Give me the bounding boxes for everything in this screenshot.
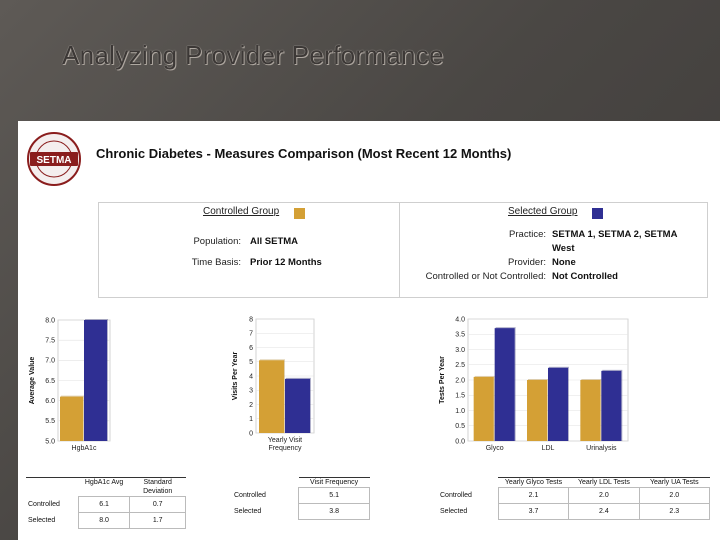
table-cell: 0.7: [129, 496, 186, 513]
bar-selected: [601, 370, 622, 441]
row-label: Controlled: [440, 492, 472, 499]
y-tick-label: 4: [249, 373, 253, 380]
info-divider: [399, 203, 400, 297]
row-label: Controlled: [234, 492, 266, 499]
table-cell: 2.4: [568, 503, 640, 520]
y-tick-label: 7.0: [45, 358, 55, 365]
table-cell: 2.0: [638, 487, 711, 504]
logo-text: SETMA: [37, 155, 72, 166]
y-tick-label: 3: [249, 388, 253, 395]
row-label: Selected: [28, 517, 56, 524]
x-tick-label: Frequency: [268, 445, 302, 452]
population-value: All SETMA: [250, 236, 299, 247]
y-tick-label: 1.5: [455, 393, 465, 400]
controlled-swatch: [294, 208, 305, 219]
provider-value: None: [552, 257, 576, 268]
y-tick-label: 7: [249, 331, 253, 338]
selected-swatch: [592, 208, 603, 219]
y-tick-label: 5.0: [45, 438, 55, 445]
y-axis-title: Visits Per Year: [232, 352, 239, 401]
provider-label: Provider:: [507, 257, 546, 268]
table-header: Yearly LDL Tests: [568, 477, 640, 488]
y-tick-label: 8.0: [45, 317, 55, 324]
practice-label: Practice:: [509, 229, 546, 240]
table-cell: 3.7: [497, 503, 570, 520]
control-label: Controlled or Not Controlled:: [425, 271, 546, 282]
y-tick-label: 2: [249, 402, 253, 409]
row-label: Controlled: [28, 501, 60, 508]
table-cell: 2.3: [638, 503, 711, 520]
charts-area: 5.0 5.5 6.0 6.5 7.0 7.5 8.0 Average Value HgbA1c…: [29, 316, 629, 452]
y-tick-label: 2.5: [455, 362, 465, 369]
bar-selected: [84, 320, 107, 441]
population-label: Population:: [193, 236, 241, 247]
report-title: Chronic Diabetes - Measures Comparison (…: [96, 146, 512, 161]
x-tick-label: Glyco: [486, 445, 504, 452]
y-tick-label: 2.0: [455, 377, 465, 384]
selected-group-label: Selected Group: [508, 206, 578, 217]
x-tick-label: Urinalysis: [586, 445, 617, 452]
y-tick-label: 6: [249, 345, 253, 352]
y-tick-label: 0: [249, 430, 253, 437]
table-cell: 2.0: [568, 487, 640, 504]
controlled-group-label: Controlled Group: [203, 206, 280, 217]
y-tick-label: 0.5: [455, 423, 465, 430]
bar-selected: [285, 378, 310, 433]
y-axis-title: Tests Per Year: [439, 356, 446, 404]
table-header: HgbA1c Avg: [78, 477, 130, 497]
y-tick-label: 1.0: [455, 408, 465, 415]
table-cell: 8.0: [77, 512, 131, 529]
y-tick-label: 3.0: [455, 347, 465, 354]
y-tick-label: 7.5: [45, 337, 55, 344]
table-header: Yearly Glyco Tests: [498, 477, 569, 488]
bar-controlled: [259, 360, 284, 433]
x-tick-label: Yearly Visit: [268, 437, 302, 444]
bar-selected: [494, 328, 515, 441]
setma-logo: SETMA: [27, 132, 81, 186]
y-tick-label: 5.5: [45, 418, 55, 425]
bar-selected: [548, 367, 568, 441]
practice-value-2: West: [552, 243, 575, 254]
table-cell: 3.8: [298, 503, 370, 520]
row-label: Selected: [440, 508, 468, 515]
time-basis-label: Time Basis:: [191, 257, 241, 268]
hgba1c-table: HgbA1c Avg Standard Deviation Controlled…: [26, 477, 186, 529]
table-cell: 1.7: [129, 512, 186, 529]
y-tick-label: 8: [249, 316, 253, 323]
table-cell: 5.1: [298, 487, 370, 504]
table-header: Standard Deviation: [129, 477, 186, 497]
bar-controlled: [527, 380, 547, 441]
y-tick-label: 6.0: [45, 398, 55, 405]
practice-value: SETMA 1, SETMA 2, SETMA: [552, 229, 678, 240]
y-tick-label: 3.5: [455, 332, 465, 339]
table-header: Yearly UA Tests: [639, 477, 710, 488]
slide-title: Analyzing Provider Performance: [62, 40, 444, 70]
y-tick-label: 4.0: [455, 316, 465, 323]
x-tick-label: HgbA1c: [72, 445, 97, 452]
table-cell: 2.1: [497, 487, 570, 504]
bar-controlled: [473, 376, 494, 441]
x-tick-label: LDL: [542, 445, 555, 452]
control-value: Not Controlled: [552, 271, 618, 282]
table-cell: 6.1: [77, 496, 131, 513]
y-tick-label: 5: [249, 359, 253, 366]
bar-controlled: [580, 380, 601, 441]
bar-controlled: [60, 396, 83, 441]
y-tick-label: 0.0: [455, 438, 465, 445]
y-tick-label: 6.5: [45, 378, 55, 385]
visit-frequency-table: Visit Frequency Controlled 5.1 Selected …: [232, 477, 370, 520]
y-tick-label: 1: [249, 416, 253, 423]
group-info-box: Controlled Group Population: All SETMA T…: [98, 202, 708, 298]
row-label: Selected: [234, 508, 262, 515]
table-header: Visit Frequency: [298, 477, 370, 488]
report-panel: SETMA Chronic Diabetes - Measures Compar…: [18, 121, 720, 540]
tests-table: Yearly Glyco Tests Yearly LDL Tests Year…: [438, 477, 711, 520]
y-axis-title: Average Value: [29, 357, 36, 405]
time-basis-value: Prior 12 Months: [250, 257, 322, 268]
